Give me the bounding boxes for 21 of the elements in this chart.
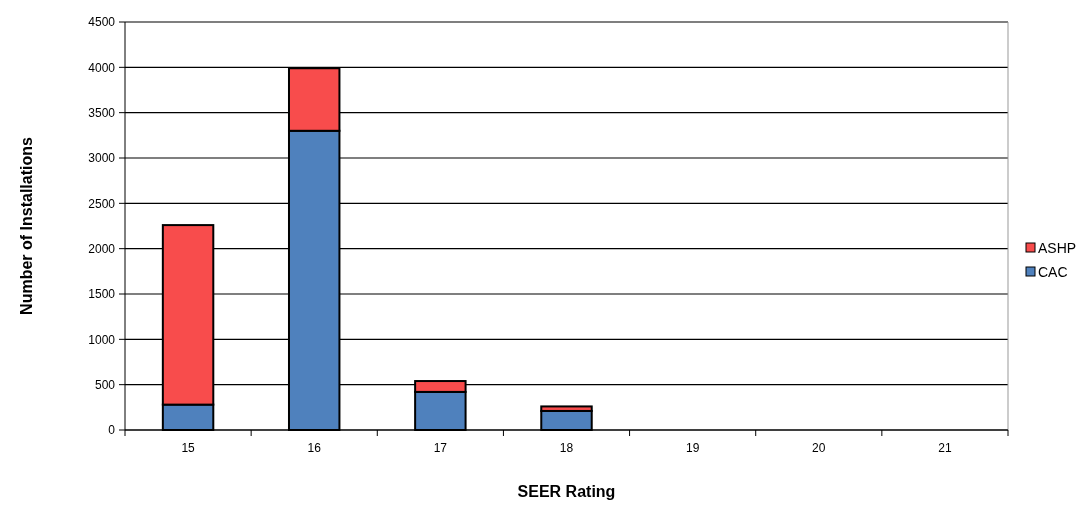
y-tick-label: 4500 (88, 15, 116, 30)
y-tick-label: 0 (108, 423, 116, 438)
y-tick-label: 1000 (88, 332, 116, 347)
x-axis-title: SEER Rating (517, 483, 616, 500)
y-axis-title: Number of Installations (18, 137, 35, 315)
y-tick-label: 4000 (88, 60, 116, 75)
x-tick-label: 19 (685, 441, 700, 455)
y-tick-label: 3000 (88, 151, 116, 166)
y-tick-label: 3500 (88, 105, 116, 120)
x-tick-label: 21 (938, 441, 952, 455)
x-tick-label: 20 (812, 441, 826, 455)
legend-label: ASHP (1038, 239, 1077, 256)
y-tick-label: 1500 (88, 287, 116, 302)
x-tick-label: 16 (307, 441, 322, 455)
x-tick-label: 15 (181, 441, 196, 455)
y-tick-label: 2000 (88, 241, 116, 256)
y-tick-label: 500 (94, 377, 116, 392)
x-tick-label: 17 (433, 441, 448, 455)
y-tick-label: 2500 (88, 196, 116, 211)
x-tick-label: 18 (559, 441, 574, 455)
legend-label: CAC (1038, 263, 1068, 280)
